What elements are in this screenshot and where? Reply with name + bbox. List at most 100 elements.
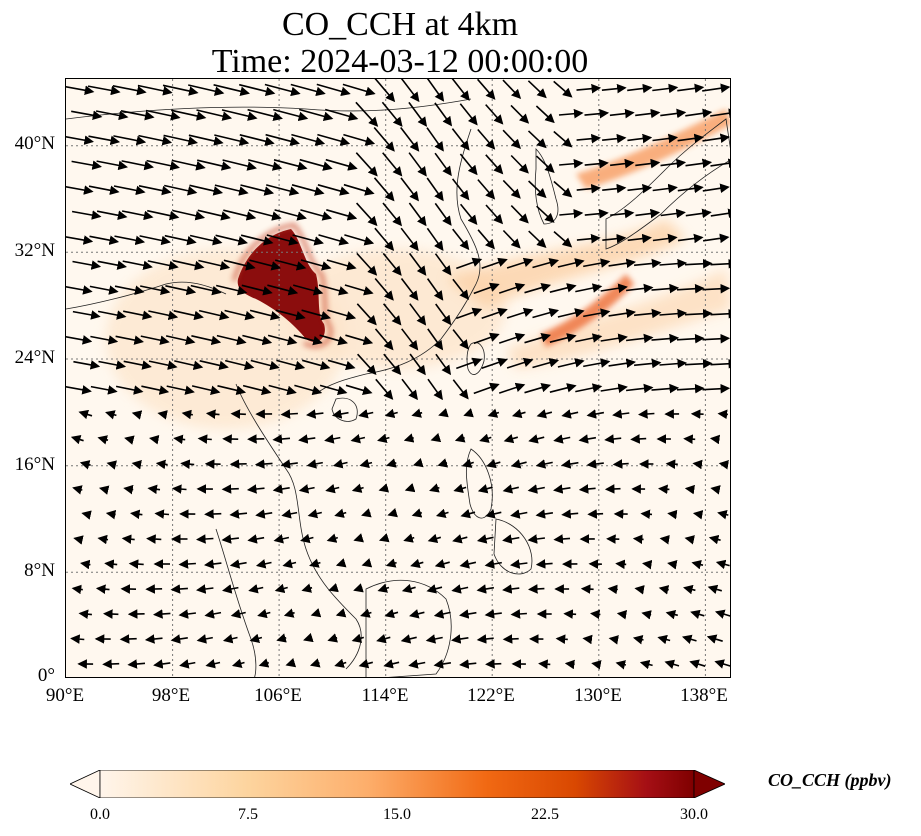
map-title: CO_CCH at 4km (281, 6, 519, 43)
wind-vector-arrow (147, 209, 180, 221)
wind-vector-arrow (138, 134, 173, 146)
wind-vector-arrow (612, 459, 629, 469)
wind-vector-arrow (600, 333, 628, 343)
wind-vector-arrow (386, 458, 397, 468)
wind-vector-arrow (676, 383, 705, 394)
wind-vector-arrow (274, 259, 307, 271)
wind-vector-arrow (485, 509, 502, 519)
wind-vector-arrow (578, 484, 596, 494)
wind-vector-arrow (639, 659, 653, 670)
plume-kyushu-band-orange (541, 274, 634, 347)
lat-tick-label: 40°N (14, 133, 55, 154)
colorbar-min-extend (69, 769, 101, 799)
wind-vector-arrow (353, 533, 364, 543)
wind-vector-arrow (303, 632, 314, 643)
wind-vector-arrow (684, 535, 695, 545)
wind-vector-arrow (88, 135, 121, 146)
lon-tick-label: 130°E (574, 685, 622, 706)
wind-vector-arrow (301, 359, 331, 371)
wind-vector-arrow (121, 160, 154, 171)
wind-vector-arrow (559, 158, 584, 169)
wind-vector-arrow (459, 659, 477, 669)
wind-vector-arrow (710, 308, 730, 319)
wind-vector-arrow (681, 634, 697, 644)
wind-vector-arrow (451, 79, 470, 101)
wind-vector-arrow (292, 234, 324, 246)
wind-vector-arrow (635, 158, 661, 169)
wind-vector-arrow (326, 259, 357, 271)
wind-vector-arrow (221, 534, 239, 544)
wind-vector-arrow (204, 559, 222, 569)
wind-vector-arrow (715, 559, 730, 570)
wind-vector-arrow (66, 135, 94, 145)
wind-vector-arrow (481, 357, 508, 370)
wind-vector-arrow (657, 634, 671, 645)
wind-vector-arrow (586, 409, 605, 419)
wind-vector-arrow (549, 283, 577, 293)
wind-vector-arrow (120, 110, 155, 121)
colorbar-tick-label: 30.0 (680, 806, 708, 823)
wind-vector-arrow (634, 358, 662, 369)
wind-vector-arrow (602, 233, 627, 244)
wind-vector-arrow (217, 385, 247, 396)
wind-vector-arrow (604, 434, 622, 444)
wind-vector-arrow (128, 559, 144, 569)
wind-vector-arrow (580, 584, 594, 594)
wind-vector-arrow (214, 134, 250, 146)
wind-vector-arrow (137, 84, 173, 96)
wind-vector-arrow (97, 310, 127, 320)
wind-vector-arrow (350, 434, 366, 444)
wind-vector-arrow (80, 559, 91, 570)
wind-vector-arrow (255, 509, 273, 519)
wind-vector-arrow (383, 353, 402, 376)
wind-vector-arrow (199, 360, 229, 371)
wind-vector-arrow (293, 334, 323, 346)
coastline-mindanao (493, 518, 533, 575)
wind-vector-arrow (222, 584, 239, 594)
wind-vector-arrow (239, 83, 276, 97)
wind-vector-arrow (401, 378, 418, 401)
wind-vector-arrow (196, 584, 214, 594)
coastline-borneo (365, 579, 452, 677)
wind-vector-arrow (401, 583, 416, 594)
wind-vector-arrow (659, 358, 688, 369)
wind-vector-arrow (299, 158, 333, 171)
wind-vector-arrow (164, 184, 198, 196)
wind-vector-arrow (342, 83, 376, 96)
wind-vector-arrow (404, 483, 416, 493)
wind-vector-arrow (408, 659, 426, 669)
lat-tick-label: 32°N (14, 240, 55, 261)
wind-vector-arrow (506, 257, 534, 269)
wind-vector-arrow (582, 634, 593, 645)
wind-vector-arrow (684, 358, 713, 369)
wind-vector-arrow (400, 634, 417, 644)
wind-vector-arrow (710, 158, 730, 169)
wind-vector-arrow (376, 633, 391, 644)
wind-vector-arrow (484, 609, 502, 619)
wind-vector-arrow (549, 383, 577, 393)
map-panel[interactable] (65, 78, 731, 678)
wind-vector-arrow (358, 658, 374, 669)
wind-vector-arrow (438, 408, 449, 418)
wind-vector-arrow (319, 334, 348, 346)
wind-vector-arrow (95, 110, 129, 121)
wind-vector-arrow (498, 332, 526, 344)
wind-vector-arrow (273, 534, 290, 544)
wind-vector-arrow (221, 109, 258, 121)
wind-vector-arrow (627, 83, 653, 94)
wind-vector-arrow (382, 252, 402, 276)
wind-vector-arrow (190, 284, 222, 296)
wind-vector-arrow (401, 328, 419, 351)
wind-vector-arrow (180, 459, 195, 469)
wind-vector-arrow (576, 133, 601, 144)
colorbar (69, 769, 726, 799)
wind-vector-arrow (90, 385, 118, 395)
wind-vector-arrow (131, 410, 143, 420)
wind-vector-arrow (72, 485, 83, 495)
wind-vector-arrow (717, 510, 729, 520)
wind-vector-arrow (485, 659, 502, 669)
wind-vector-arrow (702, 183, 730, 194)
wind-vector-arrow (374, 277, 394, 301)
wind-vector-arrow (70, 634, 85, 644)
wind-vector-arrow (291, 184, 325, 196)
